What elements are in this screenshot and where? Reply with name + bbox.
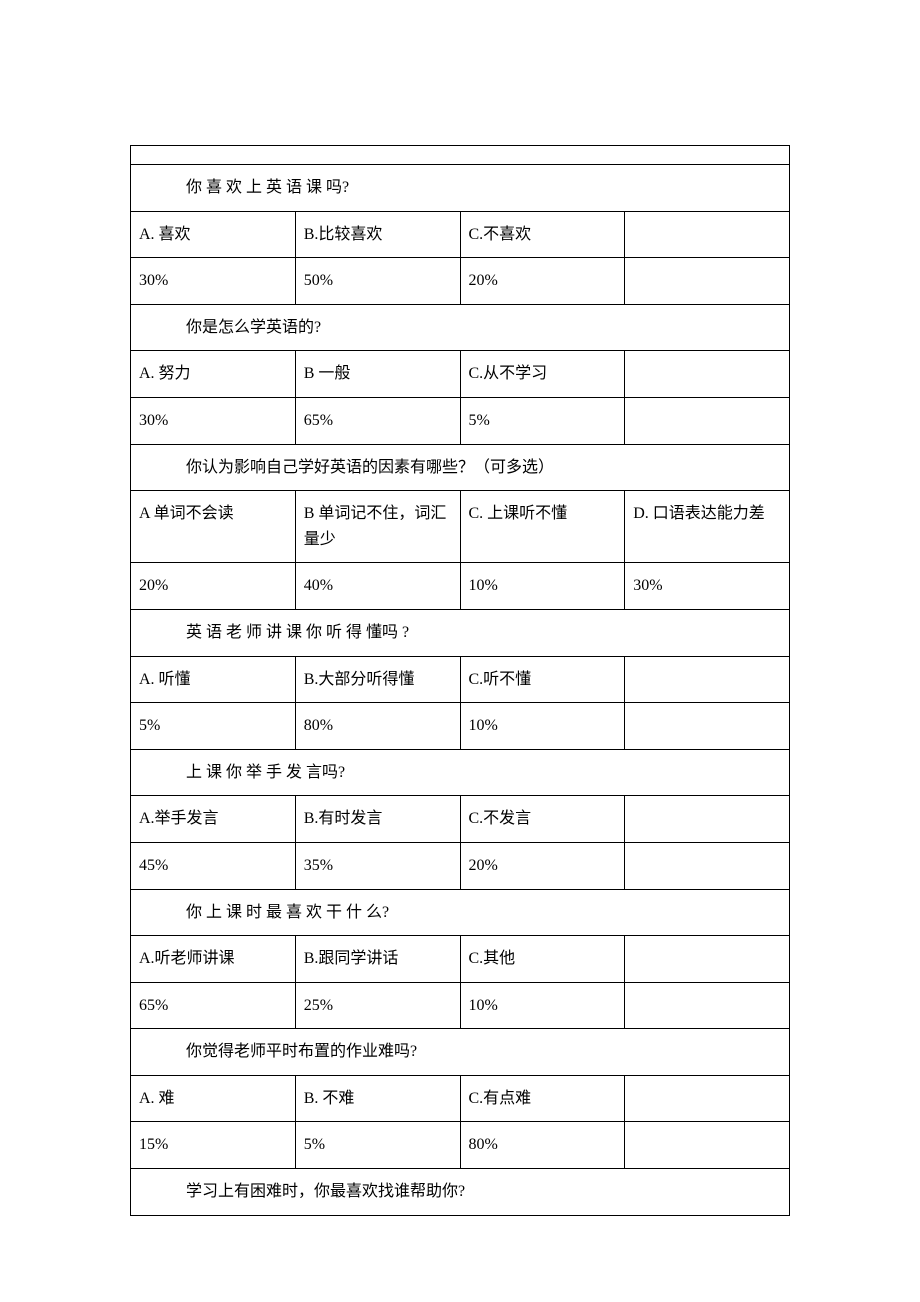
option-cell: A. 喜欢 [131, 211, 296, 258]
percent-cell: 10% [460, 563, 625, 610]
option-cell: C.不发言 [460, 796, 625, 843]
option-cell: A. 努力 [131, 351, 296, 398]
option-cell [625, 211, 790, 258]
option-cell: B.比较喜欢 [295, 211, 460, 258]
percent-cell: 80% [460, 1122, 625, 1169]
option-cell: A.听老师讲课 [131, 936, 296, 983]
question-title: 你是怎么学英语的? [131, 304, 790, 351]
option-cell [625, 1075, 790, 1122]
option-cell: A. 听懂 [131, 656, 296, 703]
option-cell: B 单词记不住，词汇量少 [295, 491, 460, 563]
percent-cell: 15% [131, 1122, 296, 1169]
percent-cell: 45% [131, 842, 296, 889]
option-cell: C.不喜欢 [460, 211, 625, 258]
table-top-spacer [131, 146, 790, 165]
percent-cell: 25% [295, 982, 460, 1029]
question-title: 你觉得老师平时布置的作业难吗? [131, 1029, 790, 1076]
question-title: 你 上 课 时 最 喜 欢 干 什 么? [131, 889, 790, 936]
option-cell: B.大部分听得懂 [295, 656, 460, 703]
percent-cell: 65% [131, 982, 296, 1029]
option-cell: B.跟同学讲话 [295, 936, 460, 983]
question-title: 上 课 你 举 手 发 言吗? [131, 749, 790, 796]
percent-cell: 30% [131, 397, 296, 444]
option-cell: C. 上课听不懂 [460, 491, 625, 563]
percent-cell: 50% [295, 258, 460, 305]
option-cell: C.从不学习 [460, 351, 625, 398]
percent-cell [625, 842, 790, 889]
percent-cell: 10% [460, 982, 625, 1029]
percent-cell: 35% [295, 842, 460, 889]
percent-cell [625, 397, 790, 444]
option-cell: C.听不懂 [460, 656, 625, 703]
percent-cell: 30% [625, 563, 790, 610]
option-cell: C.其他 [460, 936, 625, 983]
percent-cell [625, 258, 790, 305]
option-cell: A. 难 [131, 1075, 296, 1122]
question-title: 你 喜 欢 上 英 语 课 吗? [131, 165, 790, 212]
option-cell: A 单词不会读 [131, 491, 296, 563]
percent-cell: 20% [131, 563, 296, 610]
percent-cell [625, 703, 790, 750]
option-cell: B.有时发言 [295, 796, 460, 843]
percent-cell: 10% [460, 703, 625, 750]
survey-table: 你 喜 欢 上 英 语 课 吗?A. 喜欢B.比较喜欢C.不喜欢30%50%20… [130, 145, 790, 1216]
percent-cell: 80% [295, 703, 460, 750]
percent-cell [625, 1122, 790, 1169]
question-title: 英 语 老 师 讲 课 你 听 得 懂吗 ? [131, 609, 790, 656]
percent-cell: 40% [295, 563, 460, 610]
percent-cell: 5% [295, 1122, 460, 1169]
option-cell: C.有点难 [460, 1075, 625, 1122]
option-cell [625, 796, 790, 843]
option-cell [625, 351, 790, 398]
option-cell: A.举手发言 [131, 796, 296, 843]
option-cell: D. 口语表达能力差 [625, 491, 790, 563]
option-cell: B 一般 [295, 351, 460, 398]
option-cell [625, 656, 790, 703]
percent-cell [625, 982, 790, 1029]
percent-cell: 20% [460, 842, 625, 889]
percent-cell: 5% [460, 397, 625, 444]
percent-cell: 65% [295, 397, 460, 444]
document-page: 你 喜 欢 上 英 语 课 吗?A. 喜欢B.比较喜欢C.不喜欢30%50%20… [0, 0, 920, 1216]
percent-cell: 5% [131, 703, 296, 750]
option-cell [625, 936, 790, 983]
percent-cell: 20% [460, 258, 625, 305]
question-title: 你认为影响自己学好英语的因素有哪些？（可多选） [131, 444, 790, 491]
percent-cell: 30% [131, 258, 296, 305]
question-title: 学习上有困难时，你最喜欢找谁帮助你? [131, 1169, 790, 1216]
option-cell: B. 不难 [295, 1075, 460, 1122]
